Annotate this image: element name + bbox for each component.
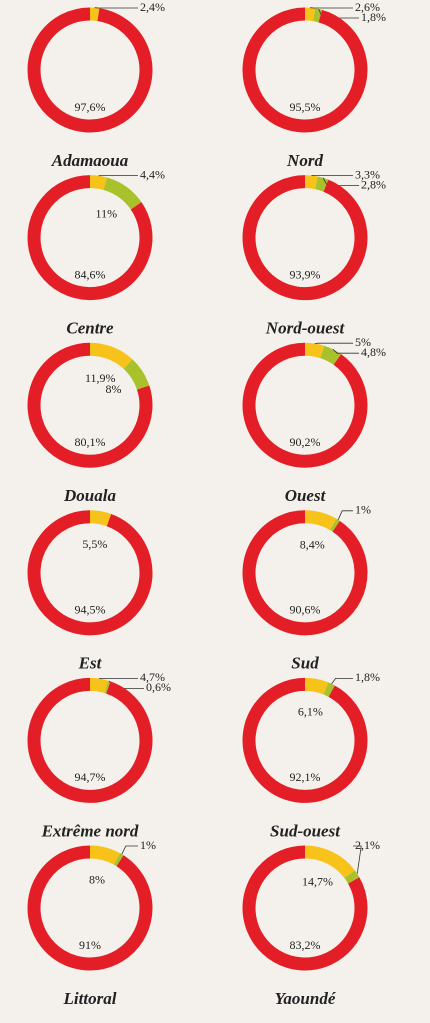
donut-segment (329, 518, 340, 532)
chart-title: Est (78, 654, 103, 673)
donut-segment (27, 510, 153, 636)
donut-segment (323, 682, 335, 697)
donut-segment (27, 175, 153, 301)
donut-segment (89, 510, 112, 527)
value-label: 1% (355, 503, 371, 517)
value-label: 8,4% (300, 538, 325, 552)
value-label: 11% (96, 207, 118, 221)
value-label: 2,8% (361, 177, 386, 191)
donut-segment (89, 7, 100, 22)
chart-title: Adamaoua (51, 151, 129, 170)
donut-segment (89, 845, 121, 865)
value-label: 90,2% (290, 435, 321, 449)
donut-segment (312, 8, 323, 23)
donut-segment (242, 175, 368, 301)
donut-segment (242, 7, 368, 133)
value-label: 14,7% (302, 875, 333, 889)
donut-segment (304, 175, 318, 190)
donut-segment (304, 510, 337, 531)
donut-segment (27, 7, 153, 133)
leader-line (337, 510, 353, 520)
value-label: 2,4% (140, 0, 165, 14)
donut-segment (304, 7, 316, 22)
value-label: 90,6% (290, 603, 321, 617)
value-label: 4,4% (140, 167, 165, 181)
value-label: 92,1% (290, 770, 321, 784)
chart-title: Nord (286, 151, 323, 170)
donut-segment (344, 870, 360, 884)
value-label: 1,8% (361, 10, 386, 24)
donut-segment (27, 677, 153, 803)
donut-segment (242, 845, 368, 971)
donut-segment (27, 342, 153, 468)
donut-segment (27, 845, 153, 971)
leader-line (121, 845, 138, 855)
value-label: 1,8% (355, 670, 380, 684)
donut-segment (123, 359, 150, 390)
value-label: 97,6% (75, 100, 106, 114)
chart-title: Yaoundé (275, 989, 337, 1008)
chart-title: Sud-ouest (270, 821, 341, 840)
donut-segment (113, 853, 124, 867)
donut-segment (320, 345, 342, 365)
value-label: 94,5% (75, 603, 106, 617)
chart-title: Extrême nord (41, 821, 139, 840)
value-label: 1% (140, 838, 156, 852)
value-label: 3,3% (355, 167, 380, 181)
donut-segment (242, 677, 368, 803)
donut-segment (104, 680, 111, 694)
value-label: 4,8% (361, 345, 386, 359)
donut-segment (304, 677, 329, 695)
donut-segment (315, 176, 329, 192)
chart-title: Ouest (285, 486, 327, 505)
value-label: 6,1% (298, 705, 323, 719)
value-label: 83,2% (290, 938, 321, 952)
value-label: 0,6% (146, 680, 171, 694)
donut-segment (89, 677, 109, 694)
value-label: 11,9% (85, 371, 116, 385)
chart-title: Littoral (63, 989, 117, 1008)
value-label: 4,7% (140, 670, 165, 684)
value-label: 5,5% (82, 537, 107, 551)
donut-segment (242, 342, 368, 468)
value-label: 2,1% (355, 838, 380, 852)
value-label: 95,5% (290, 100, 321, 114)
chart-title: Douala (63, 486, 116, 505)
value-label: 84,6% (75, 267, 106, 281)
donut-segment (304, 845, 355, 879)
donut-segment (89, 175, 108, 191)
leader-line (353, 845, 362, 874)
leader-line (332, 349, 359, 354)
value-label: 80,1% (75, 435, 106, 449)
value-label: 91% (79, 938, 101, 952)
leader-line (331, 678, 353, 685)
donut-segment (89, 342, 133, 370)
chart-title: Nord-ouest (265, 319, 346, 338)
chart-title: Sud (291, 654, 319, 673)
value-label: 93,9% (290, 267, 321, 281)
donut-segment (242, 510, 368, 636)
donut-segment (103, 177, 142, 210)
value-label: 8% (89, 873, 105, 887)
value-label: 8% (106, 382, 122, 396)
value-label: 94,7% (75, 770, 106, 784)
donut-segment (304, 342, 325, 359)
value-label: 5% (355, 335, 371, 349)
chart-title: Centre (66, 319, 114, 338)
value-label: 2,6% (355, 0, 380, 14)
